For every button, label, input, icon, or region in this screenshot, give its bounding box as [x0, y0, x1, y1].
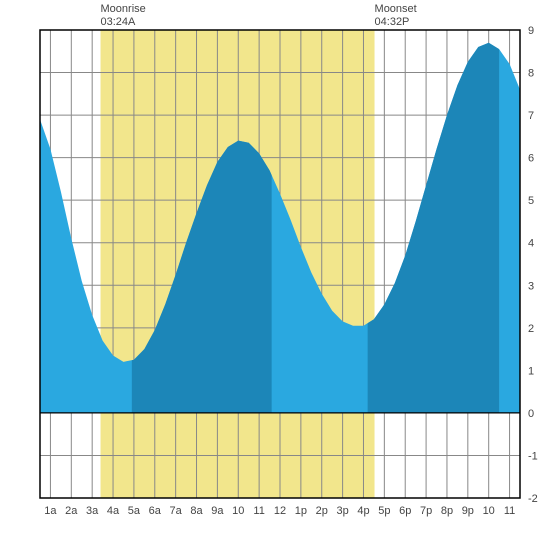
y-tick-label: 5	[528, 195, 534, 207]
y-tick-label: 3	[528, 280, 534, 292]
x-tick-label: 9a	[211, 505, 224, 517]
annotation-time: 03:24A	[101, 16, 137, 28]
y-tick-label: 6	[528, 153, 534, 165]
x-tick-label: 6p	[399, 505, 411, 517]
x-tick-label: 12	[274, 505, 286, 517]
x-tick-label: 11	[504, 505, 515, 517]
x-tick-label: 2a	[65, 505, 78, 517]
x-tick-label: 3p	[336, 505, 348, 517]
y-tick-label: 4	[528, 238, 534, 250]
annotation-label: Moonrise	[101, 3, 146, 15]
y-tick-label: 9	[528, 25, 534, 37]
x-tick-label: 3a	[86, 505, 99, 517]
tide-chart: -2-101234567891a2a3a4a5a6a7a8a9a1011121p…	[0, 0, 550, 550]
chart-svg: -2-101234567891a2a3a4a5a6a7a8a9a1011121p…	[0, 0, 550, 550]
x-tick-label: 5p	[378, 505, 390, 517]
x-tick-label: 9p	[462, 505, 474, 517]
x-tick-label: 10	[232, 505, 244, 517]
x-tick-label: 7p	[420, 505, 432, 517]
x-tick-label: 4a	[107, 505, 120, 517]
x-tick-label: 8p	[441, 505, 453, 517]
y-tick-label: 7	[528, 110, 534, 122]
x-tick-label: 4p	[357, 505, 369, 517]
x-tick-label: 10	[483, 505, 495, 517]
y-tick-label: -2	[528, 493, 538, 505]
annotation-label: Moonset	[375, 3, 417, 15]
y-tick-label: 2	[528, 323, 534, 335]
x-tick-label: 1a	[44, 505, 57, 517]
y-tick-label: 8	[528, 68, 534, 80]
x-tick-label: 8a	[190, 505, 203, 517]
x-tick-label: 2p	[316, 505, 328, 517]
y-tick-label: -1	[528, 450, 538, 462]
y-tick-label: 0	[528, 408, 534, 420]
x-tick-label: 11	[253, 505, 264, 517]
x-tick-label: 1p	[295, 505, 307, 517]
x-tick-label: 6a	[149, 505, 162, 517]
annotation-time: 04:32P	[375, 16, 410, 28]
x-tick-label: 5a	[128, 505, 141, 517]
x-tick-label: 7a	[170, 505, 183, 517]
y-tick-label: 1	[528, 365, 534, 377]
